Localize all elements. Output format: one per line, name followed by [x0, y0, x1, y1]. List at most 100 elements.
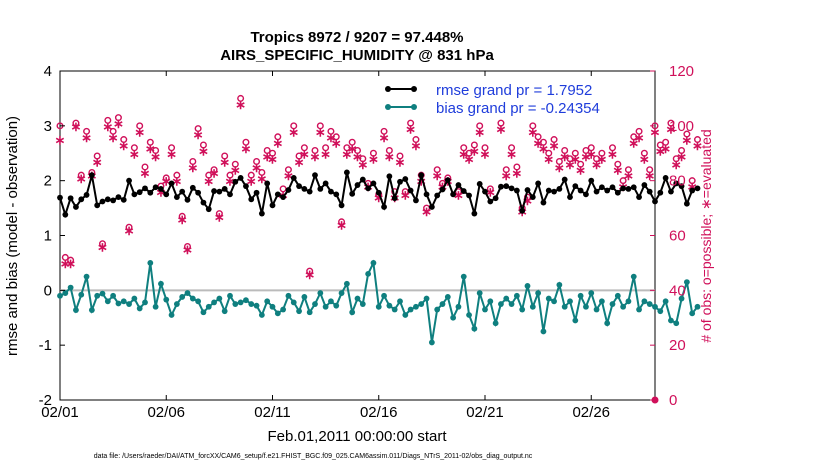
rmse-point	[572, 183, 579, 190]
rmse-point	[370, 180, 377, 187]
bias-point	[694, 303, 701, 310]
rmse-point	[386, 173, 393, 180]
bias-point	[110, 292, 117, 299]
rmse-point	[540, 199, 547, 206]
obs-possible-point	[141, 163, 149, 171]
obs-evaluated-point: ∗	[225, 174, 236, 189]
obs-possible-point	[221, 152, 229, 160]
rmse-point	[583, 191, 589, 198]
bias-point	[604, 320, 611, 327]
obs-possible-point	[534, 133, 542, 141]
obs-evaluated-point: ∗	[198, 144, 209, 159]
rmse-point	[296, 183, 302, 190]
rmse-point	[503, 183, 510, 190]
bias-point	[338, 290, 345, 296]
rmse-point	[604, 187, 611, 194]
rmse-point	[301, 185, 308, 192]
obs-evaluated-point: ∗	[522, 193, 533, 208]
obs-possible-point	[566, 155, 574, 163]
bias-point	[508, 301, 515, 307]
rmse-point	[285, 187, 292, 193]
obs-possible-point	[242, 138, 250, 146]
obs-possible-point	[678, 147, 686, 155]
rmse-point	[482, 188, 488, 195]
obs-evaluated-point: ∗	[692, 138, 703, 153]
bias-point	[189, 295, 196, 302]
rmse-point	[673, 180, 680, 187]
rmse-point	[561, 176, 568, 183]
obs-possible-point	[258, 168, 266, 176]
obs-evaluated-point: ∗	[134, 124, 145, 139]
obs-possible-point	[152, 147, 160, 155]
rmse-point	[343, 169, 350, 176]
obs-evaluated-point: ∗	[575, 163, 586, 178]
rmse-point	[126, 177, 132, 184]
obs-possible-point	[481, 144, 489, 152]
obs-evaluated-point: ∗	[400, 187, 411, 202]
obs-possible-point	[577, 160, 585, 168]
obs-possible-point	[550, 136, 558, 144]
bias-point	[620, 303, 627, 310]
bias-point	[652, 303, 658, 310]
obs-possible-point	[284, 166, 292, 174]
rmse-point	[253, 189, 260, 196]
rmse-point	[614, 189, 621, 196]
rmse-point	[227, 191, 233, 198]
bias-point	[678, 295, 685, 302]
bias-point	[168, 312, 175, 318]
rmse-point	[322, 180, 329, 187]
rmse-point	[668, 188, 674, 195]
obs-possible-point	[396, 152, 404, 160]
rmse-point	[652, 198, 658, 205]
obs-possible-point	[593, 155, 601, 163]
bias-point	[556, 281, 563, 288]
obs-evaluated-point: ∗	[554, 160, 565, 175]
obs-evaluated-point: ∗	[421, 204, 432, 219]
obs-possible-point	[183, 242, 191, 250]
bias-point	[195, 298, 202, 305]
rmse-point	[73, 204, 79, 210]
bias-point	[524, 283, 531, 289]
rmse-point	[466, 192, 472, 199]
rmse-point	[620, 185, 627, 192]
rmse-point	[83, 192, 90, 198]
obs-possible-point	[162, 174, 170, 182]
bias-point	[381, 292, 387, 299]
rmse-point	[689, 187, 696, 194]
obs-evaluated-point: ∗	[60, 256, 71, 271]
rmse-point	[205, 206, 212, 213]
bias-point	[386, 302, 393, 309]
obs-evaluated-point: ∗	[671, 157, 682, 172]
rmse-point	[200, 199, 207, 206]
obs-possible-point	[83, 127, 91, 135]
obs-possible-point	[348, 138, 356, 146]
obs-possible-point	[343, 144, 351, 152]
obs-possible-point	[555, 157, 563, 165]
obs-evaluated-point: ∗	[395, 154, 406, 169]
obs-evaluated-point: ∗	[108, 130, 119, 145]
bias-point	[450, 314, 457, 321]
obs-evaluated-point: ∗	[304, 267, 315, 282]
bias-point	[689, 310, 696, 317]
rmse-point	[529, 194, 536, 201]
rmse-point	[306, 188, 313, 195]
obs-evaluated-point: ∗	[140, 165, 151, 180]
rmse-point	[110, 197, 117, 204]
obs-evaluated-point: ∗	[527, 124, 538, 139]
rmse-point	[290, 175, 297, 181]
bias-point	[577, 292, 584, 299]
obs-evaluated-point: ∗	[315, 124, 326, 139]
bias-point	[370, 260, 377, 266]
obs-possible-point	[72, 119, 80, 127]
bias-point	[609, 301, 616, 307]
obs-evaluated-point: ∗	[341, 146, 352, 161]
bias-point	[402, 312, 409, 318]
bias-point	[120, 298, 127, 305]
y-tick-label-left: -1	[39, 337, 52, 354]
obs-evaluated-point: ∗	[644, 168, 655, 183]
obs-possible-point	[662, 138, 670, 146]
bias-point	[540, 328, 547, 335]
obs-evaluated-point: ∗	[113, 116, 124, 131]
bias-point	[152, 303, 159, 310]
rmse-point	[609, 184, 616, 191]
